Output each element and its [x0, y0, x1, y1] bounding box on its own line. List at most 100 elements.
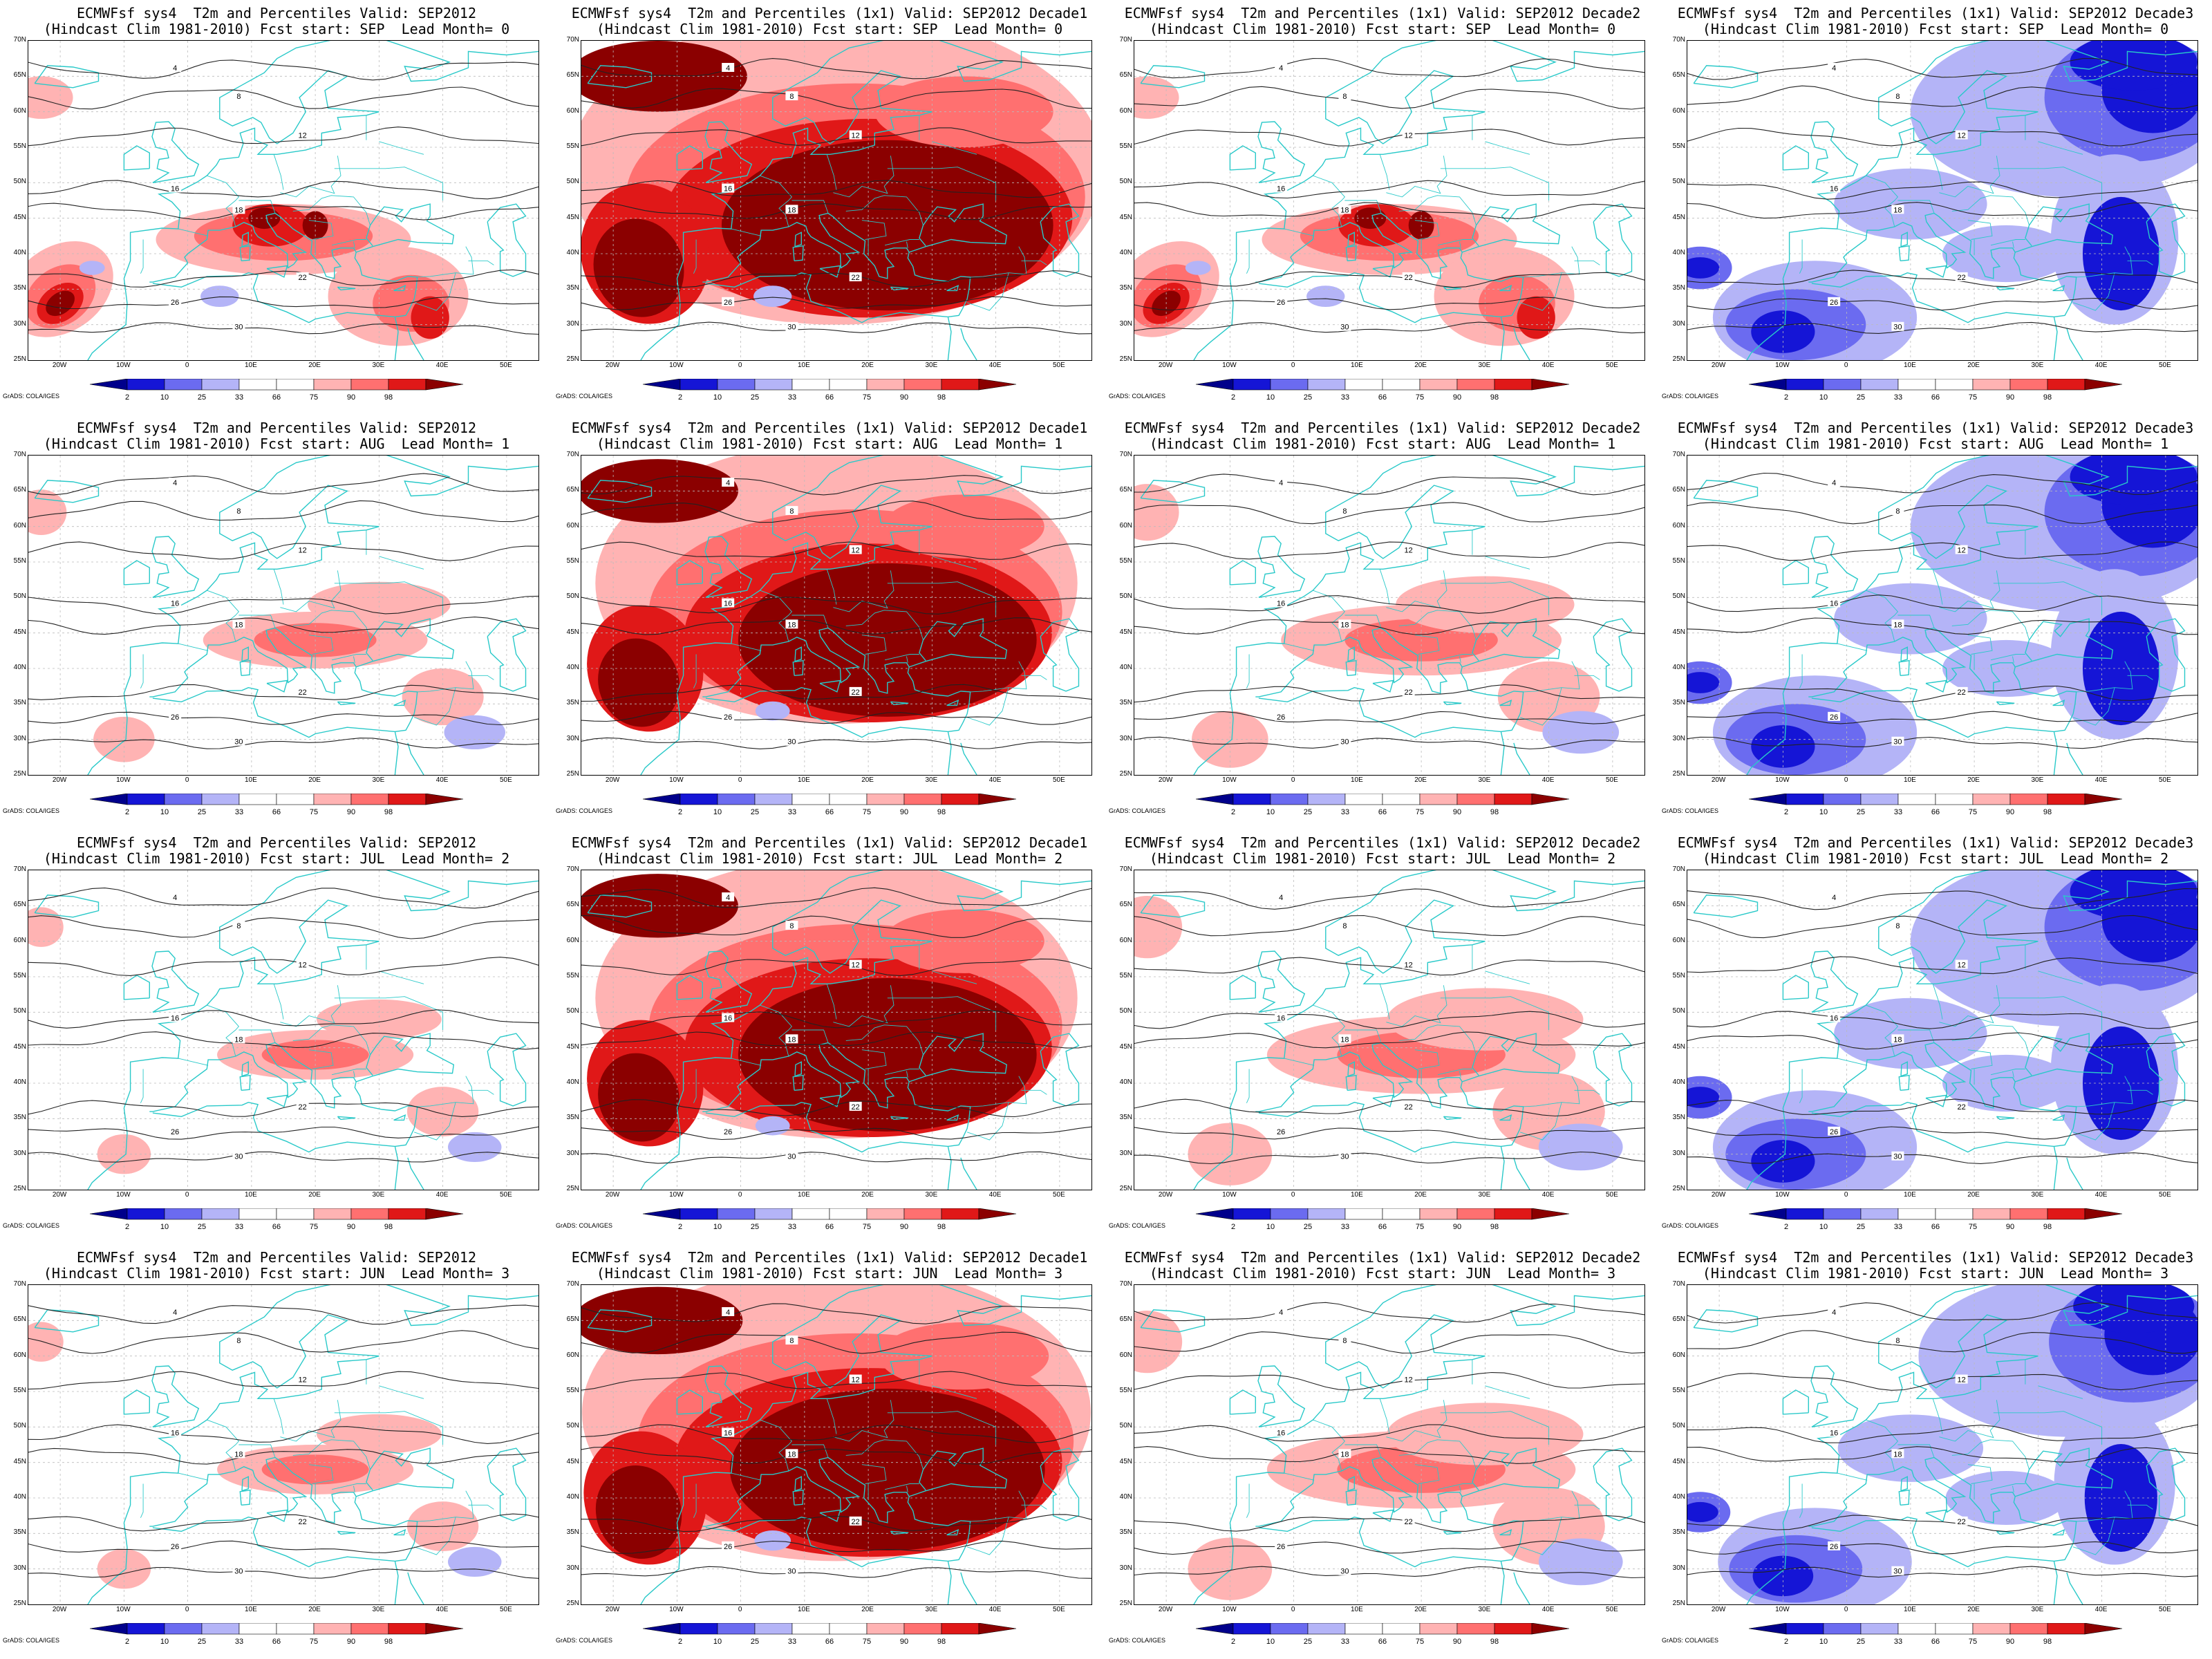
- colorbar-segment: [1494, 794, 1533, 805]
- lon-tick-label: 0: [1291, 776, 1295, 784]
- contour-label: 18: [1340, 1450, 1349, 1459]
- lon-tick-label: 10W: [116, 776, 131, 784]
- lat-tick-label: 70N: [1119, 36, 1132, 44]
- lon-tick-label: 10W: [1222, 1606, 1237, 1613]
- lon-tick-label: 10W: [1775, 1606, 1790, 1613]
- lat-tick-label: 50N: [1119, 1007, 1132, 1015]
- lon-tick-label: 10W: [116, 362, 131, 369]
- colorbar-tick-label: 75: [1969, 1638, 1977, 1646]
- anomaly-region: [593, 218, 684, 317]
- contour-label: 22: [1405, 274, 1413, 282]
- colorbar: 2 10 25 33 66 75 90 98: [629, 1623, 1030, 1653]
- lat-tick-label: 45N: [1119, 628, 1132, 636]
- contour-label: 22: [852, 1518, 860, 1526]
- lon-tick-label: 20W: [1711, 776, 1726, 784]
- colorbar-segment: [679, 794, 718, 805]
- colorbar-segment: [791, 1623, 830, 1635]
- map-svg: 4 8 12 16 18 22 26 30: [1687, 456, 2197, 775]
- panel-title-line1: ECMWFsf sys4 T2m and Percentiles Valid: …: [77, 420, 476, 436]
- lat-tick-label: 25N: [1672, 355, 1685, 363]
- colorbar-tick-label: 98: [1490, 393, 1499, 402]
- panel-title-line2: (Hindcast Clim 1981-2010) Fcst start: JU…: [1702, 1265, 2169, 1282]
- lat-tick-label: 70N: [1119, 451, 1132, 458]
- map-svg: 4 8 12 16 18 22 26 30: [28, 456, 538, 775]
- lon-tick-label: 20E: [1967, 1606, 1980, 1613]
- colorbar-tick-label: 98: [937, 1638, 946, 1646]
- lat-tick-label: 65N: [1119, 71, 1132, 79]
- panel-title-line1: ECMWFsf sys4 T2m and Percentiles Valid: …: [77, 5, 476, 21]
- panel-title-line1: ECMWFsf sys4 T2m and Percentiles (1x1) V…: [1124, 1249, 1641, 1266]
- colorbar-segment: [1344, 1623, 1383, 1635]
- colorbar-tick-label: 75: [1416, 393, 1424, 402]
- colorbar-tick-label: 25: [751, 1638, 759, 1646]
- lat-tick-label: 45N: [566, 1042, 579, 1051]
- anomaly-region: [200, 285, 239, 307]
- lon-tick-label: 30E: [372, 1606, 385, 1613]
- contour-label: 26: [724, 299, 732, 307]
- grads-credit: GrADS: COLA/IGES: [1109, 1637, 1166, 1644]
- lat-tick-label: 30N: [566, 319, 579, 328]
- anomaly-region: [1538, 1538, 1623, 1586]
- colorbar-segment: [201, 379, 240, 391]
- panel-title-line2: (Hindcast Clim 1981-2010) Fcst start: JU…: [596, 850, 1063, 867]
- colorbar-tick-label: 75: [310, 1638, 318, 1646]
- lon-tick-label: 10W: [669, 362, 684, 369]
- lon-tick-label: 0: [1844, 1191, 1848, 1199]
- lat-tick-label: 30N: [1672, 319, 1685, 328]
- contour-label: 16: [171, 185, 179, 194]
- anomaly-region: [79, 261, 105, 275]
- colorbar-segment: [164, 1623, 203, 1635]
- colorbar-segment: [425, 379, 464, 391]
- lon-tick-label: 0: [1844, 776, 1848, 784]
- lat-tick-label: 25N: [1672, 770, 1685, 778]
- colorbar-segment: [126, 1208, 165, 1220]
- colorbar-tick-label: 66: [1378, 1638, 1387, 1646]
- lat-tick-label: 35N: [566, 284, 579, 292]
- lon-tick-label: 50E: [1052, 362, 1065, 369]
- colorbar-segment: [126, 379, 165, 391]
- colorbar-segment: [1972, 1623, 2011, 1635]
- lon-tick-label: 10W: [116, 1191, 131, 1199]
- lat-tick-label: 25N: [1672, 1185, 1685, 1192]
- colorbar-tick-label: 66: [1931, 1223, 1940, 1231]
- colorbar-tick-label: 33: [788, 1223, 796, 1231]
- contour-label: 16: [1277, 600, 1285, 608]
- colorbar-segment: [829, 379, 868, 391]
- colorbar-segment: [978, 1623, 1017, 1635]
- contour-label: 26: [171, 713, 179, 722]
- colorbar-segment: [717, 1623, 756, 1635]
- lon-tick-label: 50E: [1052, 1191, 1065, 1199]
- lon-tick-label: 10W: [1222, 776, 1237, 784]
- colorbar-segment: [126, 1623, 165, 1635]
- panel-title-line2: (Hindcast Clim 1981-2010) Fcst start: SE…: [1149, 21, 1616, 37]
- panel-title-line2: (Hindcast Clim 1981-2010) Fcst start: AU…: [596, 435, 1063, 452]
- lat-tick-label: 25N: [566, 770, 579, 778]
- contour-label: 4: [1279, 894, 1283, 902]
- panel-title-line2: (Hindcast Clim 1981-2010) Fcst start: JU…: [596, 1265, 1063, 1282]
- lat-tick-label: 25N: [13, 1185, 26, 1192]
- anomaly-region: [1134, 76, 1179, 119]
- panel-title-line1: ECMWFsf sys4 T2m and Percentiles (1x1) V…: [571, 5, 1088, 21]
- lon-tick-label: 50E: [1052, 776, 1065, 784]
- colorbar-segment: [1935, 794, 1974, 805]
- map-panel: ECMWFsf sys4 T2m and Percentiles (1x1) V…: [1106, 1244, 1659, 1659]
- map-panel: ECMWFsf sys4 T2m and Percentiles (1x1) V…: [1106, 415, 1659, 830]
- lon-tick-label: 10E: [797, 362, 810, 369]
- grads-credit: GrADS: COLA/IGES: [556, 393, 613, 400]
- lat-tick-label: 70N: [1119, 1280, 1132, 1288]
- map-area: 4 8 12 16 18 22 26 30: [1134, 40, 1645, 361]
- lat-tick-label: 70N: [566, 451, 579, 458]
- lon-tick-label: 50E: [1605, 362, 1618, 369]
- colorbar-segment: [201, 794, 240, 805]
- anomaly-region: [1834, 583, 1987, 655]
- lon-tick-label: 30E: [925, 362, 938, 369]
- lon-tick-label: 30E: [2031, 1606, 2044, 1613]
- anomaly-region: [738, 563, 1037, 717]
- lat-tick-label: 30N: [566, 1149, 579, 1157]
- lat-tick-label: 45N: [13, 1042, 26, 1051]
- lon-tick-label: 0: [1291, 362, 1295, 369]
- colorbar-segment: [1860, 379, 1899, 391]
- lat-tick-label: 35N: [566, 1528, 579, 1537]
- lon-tick-label: 10E: [1903, 362, 1916, 369]
- colorbar-tick-label: 98: [384, 808, 393, 816]
